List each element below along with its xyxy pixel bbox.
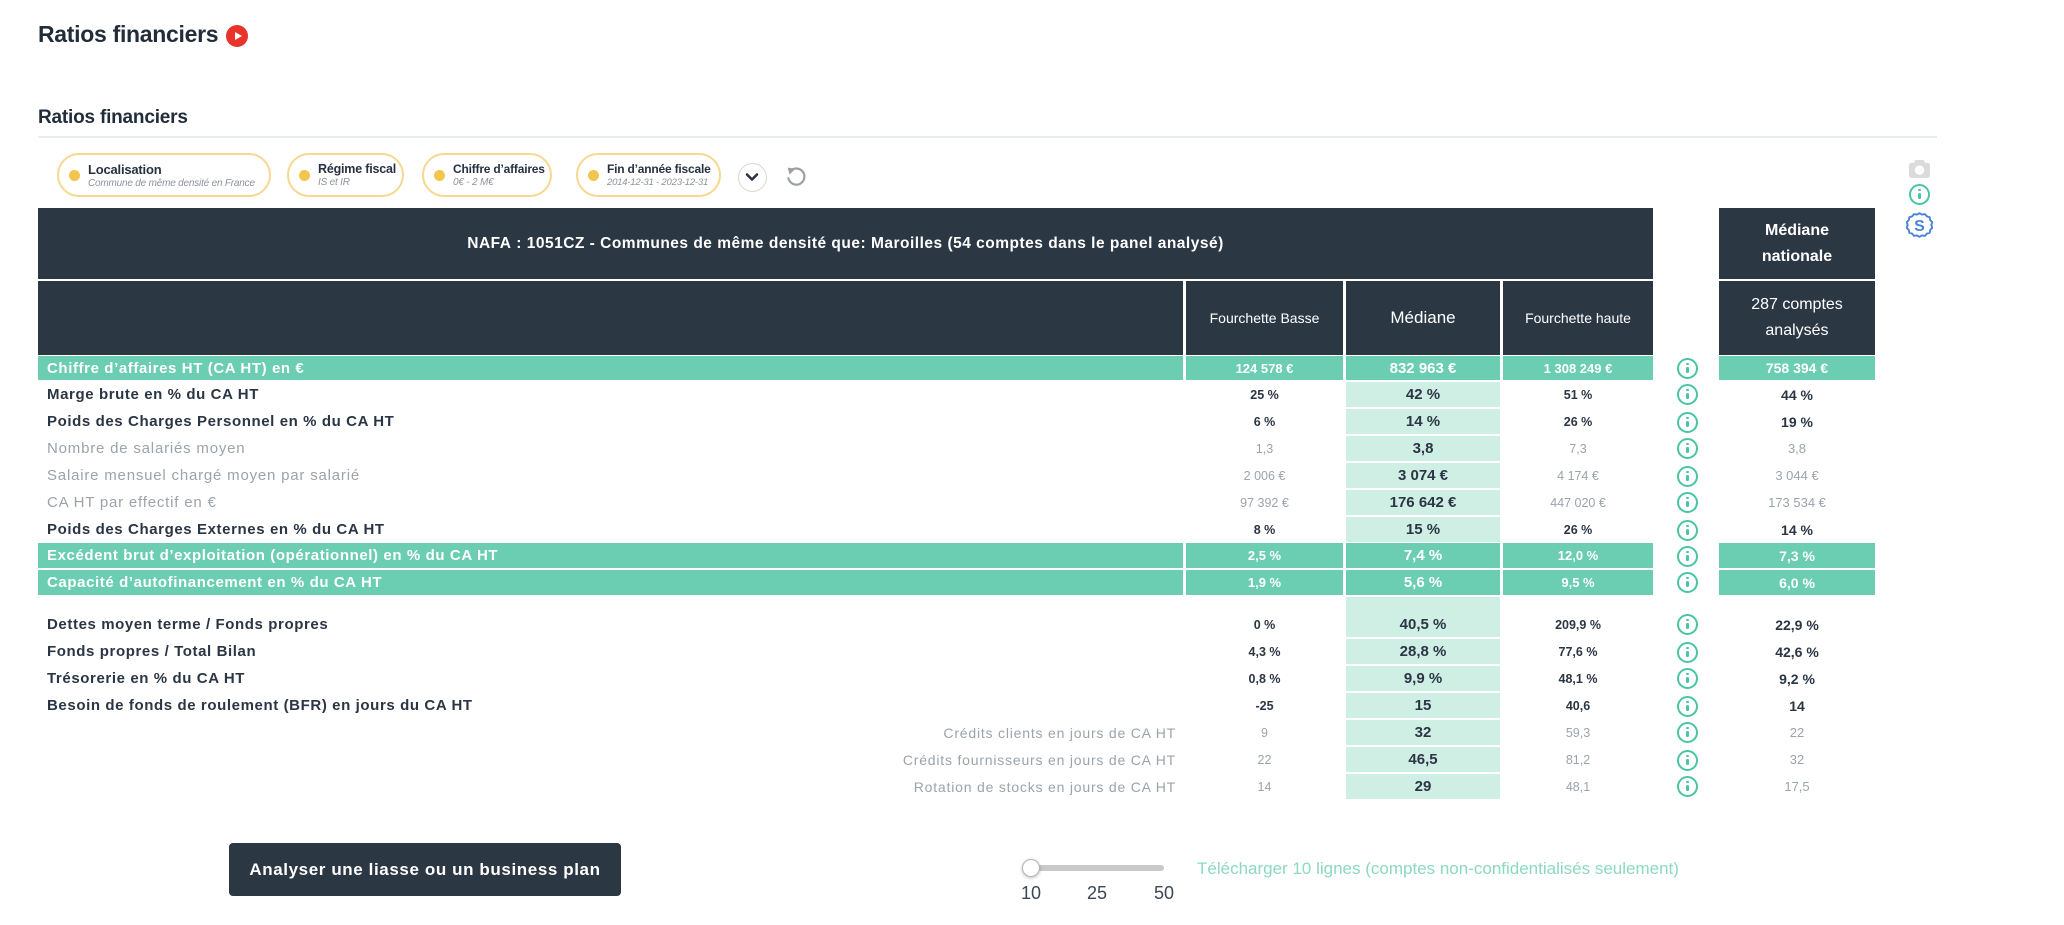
svg-text:S: S [1914,218,1925,235]
